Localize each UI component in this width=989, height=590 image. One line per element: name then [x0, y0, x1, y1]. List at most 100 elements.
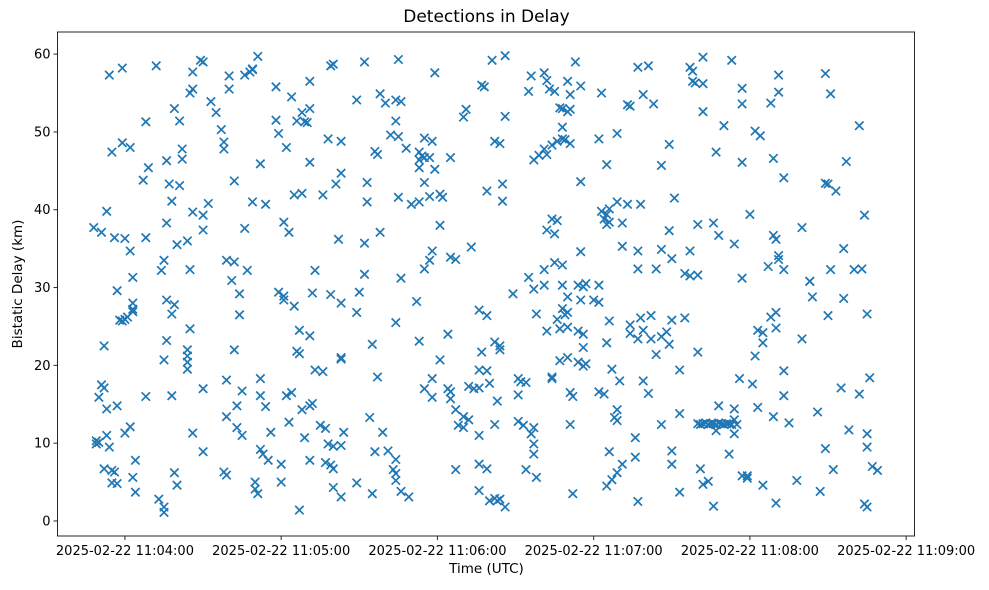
data-point-marker — [758, 327, 768, 338]
data-point-marker — [768, 411, 779, 422]
data-point-marker — [101, 430, 112, 441]
data-point-marker — [554, 355, 565, 366]
data-point-marker — [565, 104, 576, 115]
data-point-marker — [224, 84, 234, 94]
data-point-marker — [539, 264, 550, 275]
data-point-marker — [544, 84, 555, 94]
data-point-marker — [562, 352, 573, 363]
data-point-marker — [872, 465, 883, 476]
data-point-marker — [771, 234, 781, 245]
data-point-marker — [297, 107, 307, 118]
data-point-marker — [497, 179, 508, 189]
data-point-marker — [278, 217, 289, 228]
data-point-marker — [807, 292, 818, 302]
data-point-marker — [380, 98, 391, 108]
data-point-marker — [445, 386, 456, 397]
data-point-marker — [221, 411, 232, 422]
data-point-marker — [755, 130, 766, 141]
data-point-marker — [604, 217, 615, 228]
data-point-marker — [625, 101, 635, 112]
data-point-marker — [419, 133, 430, 143]
data-point-marker — [617, 459, 628, 470]
data-point-marker — [773, 254, 784, 265]
data-point-marker — [284, 417, 294, 428]
data-point-marker — [211, 107, 221, 118]
data-point-marker — [528, 449, 539, 459]
data-point-marker — [273, 287, 284, 298]
data-point-marker — [726, 55, 737, 66]
data-point-marker — [151, 60, 162, 71]
data-point-marker — [862, 502, 872, 512]
data-point-marker — [169, 467, 180, 478]
data-point-marker — [443, 329, 453, 340]
data-point-marker — [153, 494, 164, 505]
data-point-marker — [679, 268, 690, 279]
data-point-marker — [336, 352, 346, 363]
data-point-marker — [221, 470, 232, 480]
data-point-marker — [284, 227, 294, 238]
data-point-marker — [758, 480, 768, 491]
data-point-marker — [401, 143, 412, 154]
data-point-marker — [734, 373, 745, 384]
data-point-marker — [489, 419, 500, 430]
data-point-marker — [612, 197, 622, 207]
data-point-marker — [265, 427, 276, 438]
data-point-marker — [557, 303, 568, 314]
data-point-marker — [567, 488, 578, 499]
data-point-marker — [521, 377, 531, 388]
data-point-marker — [99, 383, 109, 393]
data-point-marker — [390, 116, 401, 126]
data-point-marker — [484, 378, 495, 389]
data-point-marker — [724, 449, 734, 459]
data-point-marker — [286, 92, 297, 102]
data-point-marker — [159, 255, 169, 266]
data-point-marker — [325, 289, 336, 300]
data-point-marker — [565, 419, 576, 430]
data-point-marker — [367, 339, 378, 350]
data-point-marker — [575, 295, 586, 305]
data-point-marker — [390, 454, 401, 465]
data-point-marker — [596, 206, 607, 217]
data-point-marker — [531, 472, 542, 483]
data-point-marker — [429, 164, 440, 175]
data-point-marker — [575, 81, 586, 91]
data-point-marker — [594, 134, 604, 144]
data-point-marker — [315, 420, 326, 431]
x-tick-label: 2025-02-22 11:06:00 — [368, 544, 506, 559]
x-tick-label: 2025-02-22 11:04:00 — [56, 544, 194, 559]
data-point-marker — [299, 432, 310, 443]
data-point-marker — [125, 246, 136, 256]
data-point-marker — [304, 330, 315, 341]
data-point-marker — [838, 293, 849, 304]
data-point-marker — [541, 75, 552, 86]
data-point-marker — [88, 222, 99, 233]
data-point-marker — [635, 199, 646, 210]
data-point-marker — [112, 400, 122, 411]
x-tick-label: 2025-02-22 11:09:00 — [837, 544, 975, 559]
data-point-marker — [820, 443, 831, 454]
data-point-marker — [427, 136, 438, 147]
data-point-marker — [661, 327, 672, 337]
data-point-marker — [393, 54, 404, 65]
data-point-marker — [336, 136, 346, 147]
data-point-marker — [247, 197, 258, 207]
data-point-marker — [547, 372, 557, 382]
data-point-marker — [531, 309, 542, 319]
data-point-marker — [599, 214, 609, 224]
data-point-marker — [495, 138, 505, 149]
data-point-marker — [778, 264, 789, 275]
data-point-marker — [117, 63, 128, 73]
data-point-marker — [489, 136, 500, 147]
data-point-marker — [187, 84, 198, 94]
data-point-marker — [513, 416, 524, 427]
data-point-marker — [458, 422, 469, 433]
data-point-marker — [643, 388, 654, 399]
data-point-marker — [708, 218, 719, 228]
data-point-marker — [804, 276, 815, 287]
data-point-marker — [630, 432, 641, 443]
data-point-marker — [354, 287, 365, 298]
data-point-marker — [570, 57, 581, 67]
data-point-marker — [633, 246, 643, 256]
data-point-marker — [854, 120, 865, 131]
